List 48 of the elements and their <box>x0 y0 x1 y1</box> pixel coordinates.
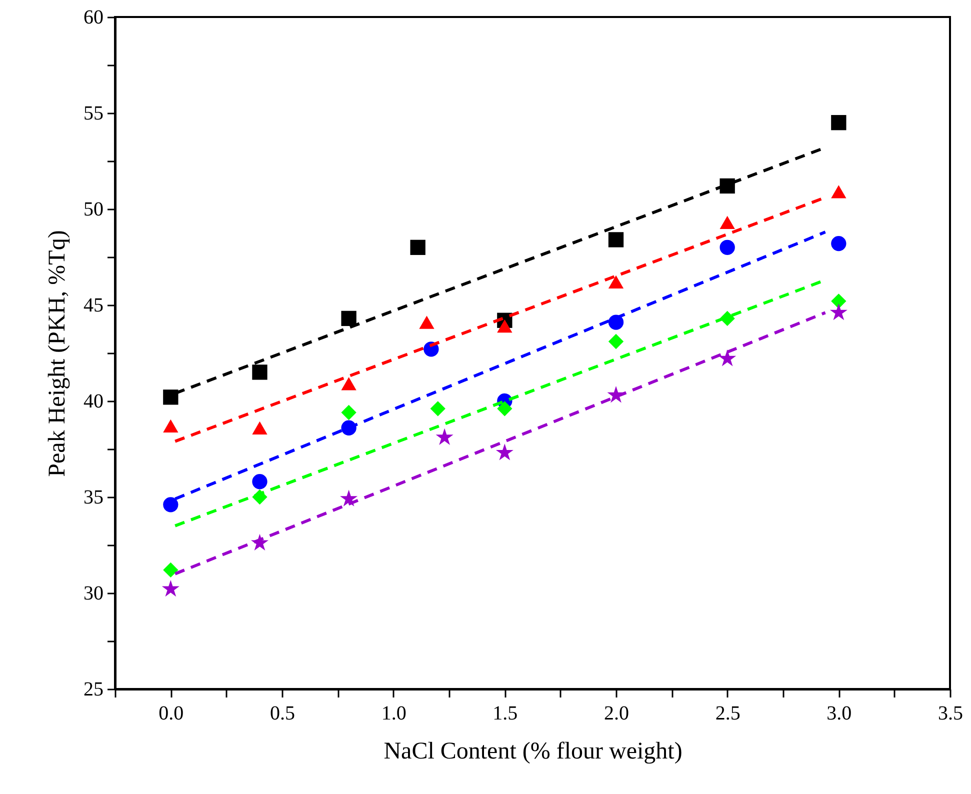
point <box>162 580 180 597</box>
y-tick-label: 45 <box>84 294 104 316</box>
point <box>830 303 848 320</box>
y-tick-label: 35 <box>84 486 104 508</box>
point <box>252 474 268 490</box>
point <box>496 444 514 460</box>
point <box>608 232 624 248</box>
y-tick-label: 60 <box>84 6 104 28</box>
point <box>163 562 178 578</box>
point <box>831 115 846 130</box>
point <box>252 421 268 434</box>
x-tick-label: 1.0 <box>381 702 406 724</box>
point <box>163 419 178 433</box>
y-axis-title: Peak Height (PKH, %Tq) <box>44 230 70 477</box>
x-tick-label: 3.5 <box>938 702 963 724</box>
point <box>430 401 446 416</box>
point <box>163 390 178 405</box>
x-tick-label: 1.5 <box>492 702 518 724</box>
point <box>608 334 624 350</box>
point <box>410 240 426 255</box>
point <box>718 350 736 366</box>
point <box>720 240 735 255</box>
point <box>340 490 358 506</box>
point <box>341 404 356 420</box>
x-tick-label: 2.5 <box>715 702 740 724</box>
y-tick-label: 25 <box>84 678 104 700</box>
point <box>831 185 846 198</box>
x-tick-label: 3.0 <box>826 702 852 724</box>
x-tick-label: 0.5 <box>270 702 295 724</box>
y-tick-label: 40 <box>84 390 104 412</box>
x-tick-label: 2.0 <box>604 702 629 724</box>
point <box>831 294 846 309</box>
point <box>608 275 624 289</box>
point <box>497 320 512 333</box>
point <box>163 497 178 512</box>
point <box>419 316 434 329</box>
point <box>436 428 454 445</box>
point <box>341 310 356 326</box>
point <box>831 236 846 252</box>
point <box>497 401 512 416</box>
x-axis-title: NaCl Content (% flour weight) <box>384 738 682 764</box>
y-tick-label: 30 <box>84 582 104 604</box>
x-tick-label: 0.0 <box>158 702 184 724</box>
point <box>252 364 268 380</box>
y-tick-label: 55 <box>84 102 104 124</box>
point <box>720 216 735 230</box>
point <box>341 377 356 390</box>
y-tick-label: 50 <box>84 198 104 220</box>
